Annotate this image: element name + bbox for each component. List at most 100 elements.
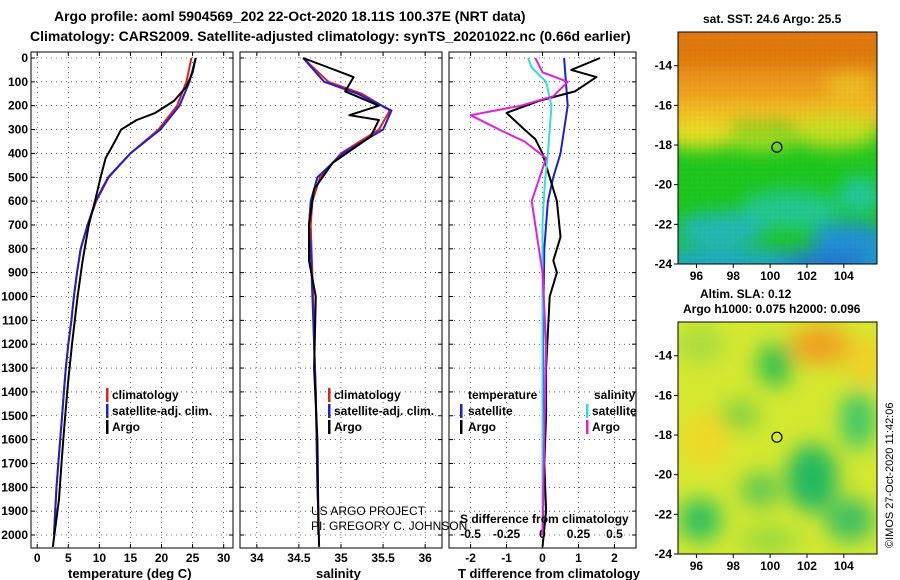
legend-label-argo: Argo (334, 420, 362, 434)
map-x-tick-label: 98 (727, 269, 741, 283)
x-tick-label: 30 (217, 551, 231, 565)
depth-tick-label: 400 (8, 146, 28, 160)
series-line-t-argo (505, 57, 601, 548)
temperature-panel (30, 51, 234, 549)
sla-map-title: Altim. SLA: 0.12 (700, 287, 792, 301)
difference-xlabel: T difference from climatology (458, 566, 641, 580)
depth-tick-label: 1300 (1, 361, 28, 375)
legend-swatch-climatology (106, 388, 109, 402)
salinity-xlabel: salinity (316, 566, 362, 580)
x-tick-label: 25 (186, 551, 200, 565)
x-tick-label: 10 (93, 551, 107, 565)
difference-legend: temperature salinity satellite Argo sate… (460, 388, 637, 434)
depth-tick-label: 500 (8, 170, 28, 184)
map-y-tick-label: -14 (655, 59, 673, 73)
depth-tick-label: 700 (8, 218, 28, 232)
map-y-tick-label: -14 (655, 349, 673, 363)
map-x-tick-label: 104 (834, 269, 854, 283)
legend-swatch-s-argo (586, 420, 589, 434)
title-line-2: Climatology: CARS2009. Satellite-adjuste… (30, 28, 631, 44)
legend-swatch-argo (106, 420, 109, 434)
map-y-tick-label: -18 (655, 138, 673, 152)
top-tick-label: 0.25 (567, 527, 591, 541)
map-y-tick-label: -24 (655, 257, 673, 271)
top-tick-label: -0.5 (460, 527, 481, 541)
x-tick-label: 15 (124, 551, 138, 565)
salinity-panel (239, 51, 443, 549)
map-y-tick-label: -24 (655, 547, 673, 561)
map-x-tick-label: 102 (797, 269, 817, 283)
sla-map-image (678, 322, 877, 554)
depth-tick-label: 1700 (1, 456, 28, 470)
depth-tick-label: 2000 (1, 528, 28, 542)
sst-map-frame (677, 31, 878, 265)
sla-map-frame (677, 321, 878, 555)
legend-label-satellite: satellite-adj. clim. (334, 404, 434, 418)
sst-map-image (678, 32, 877, 264)
series-line-argo (302, 57, 380, 547)
salinity-plot: 34 34.5 35 35.5 36 (240, 52, 442, 565)
sst-map-title: sat. SST: 24.6 Argo: 25.5 (703, 12, 842, 26)
legend-swatch-t-satellite (460, 404, 463, 418)
legend-swatch-satellite (106, 404, 109, 418)
x-tick-label: 35.5 (371, 551, 395, 565)
pi-annotation: PI: GREGORY C. JOHNSON (311, 519, 467, 533)
map-y-tick-label: -16 (655, 388, 673, 402)
depth-tick-label: 1000 (1, 290, 28, 304)
difference-plot: -2 -1 0 1 2-0.5 -0.25 0 0.25 0.5 (449, 52, 636, 565)
depth-tick-label: 1900 (1, 504, 28, 518)
depth-tick-label: 200 (8, 99, 28, 113)
x-tick-label: 36 (418, 551, 432, 565)
legend-label-climatology: climatology (112, 388, 179, 402)
depth-tick-label: 300 (8, 123, 28, 137)
series-line-s-satellite (527, 57, 553, 535)
map-y-tick-label: -22 (655, 507, 673, 521)
x-tick-label: 0 (539, 551, 546, 565)
depth-tick-label: 0 (21, 51, 28, 65)
series-line-s-argo (469, 57, 569, 536)
depth-tick-label: 1400 (1, 385, 28, 399)
legend-swatch-argo (328, 420, 331, 434)
project-annotation: US ARGO PROJECT (311, 504, 426, 518)
legend-label-t-argo: Argo (468, 420, 496, 434)
sst-map-axes: 96 98 100 102 104 -14 -16 -18 -20 -22 -24 (655, 59, 855, 283)
x-tick-label: 34 (250, 551, 264, 565)
legend-swatch-climatology (328, 388, 331, 402)
x-tick-label: -2 (465, 551, 476, 565)
legend-swatch-s-satellite (586, 404, 589, 418)
map-x-tick-label: 96 (690, 269, 704, 283)
depth-tick-label: 1200 (1, 337, 28, 351)
legend-swatch-satellite (328, 404, 331, 418)
depth-tick-label: 1500 (1, 409, 28, 423)
x-tick-label: 20 (155, 551, 169, 565)
legend-swatch-t-argo (460, 420, 463, 434)
legend-label-t-satellite: satellite (468, 404, 513, 418)
map-y-tick-label: -18 (655, 428, 673, 442)
map-x-tick-label: 104 (834, 559, 854, 573)
map-y-tick-label: -20 (655, 468, 673, 482)
top-tick-label: 0.5 (606, 527, 623, 541)
top-tick-label: -0.25 (493, 527, 521, 541)
depth-tick-label: 800 (8, 242, 28, 256)
map-y-tick-label: -16 (655, 98, 673, 112)
map-x-tick-label: 96 (690, 559, 704, 573)
depth-tick-label: 1100 (2, 313, 28, 327)
legend-title-salinity: salinity (594, 388, 636, 402)
depth-tick-label: 900 (8, 266, 28, 280)
x-tick-label: 34.5 (287, 551, 311, 565)
temperature-plot: 0 5 10 15 20 25 30 (31, 52, 233, 565)
x-tick-label: -1 (501, 551, 512, 565)
legend-label-argo: Argo (112, 420, 140, 434)
sla-argo-marker (771, 431, 783, 443)
temperature-xlabel: temperature (deg C) (68, 566, 192, 580)
series-line-satellite-adj-clim- (53, 57, 197, 536)
map-x-tick-label: 102 (797, 559, 817, 573)
difference-top-label: S difference from climatology (460, 512, 629, 526)
depth-tick-label: 1800 (1, 480, 28, 494)
depth-tick-label: 600 (8, 194, 28, 208)
sst-argo-marker (771, 141, 783, 153)
x-tick-label: 35 (334, 551, 348, 565)
x-tick-label: 0 (34, 551, 41, 565)
salinity-legend: climatology satellite-adj. clim. Argo (328, 388, 434, 434)
